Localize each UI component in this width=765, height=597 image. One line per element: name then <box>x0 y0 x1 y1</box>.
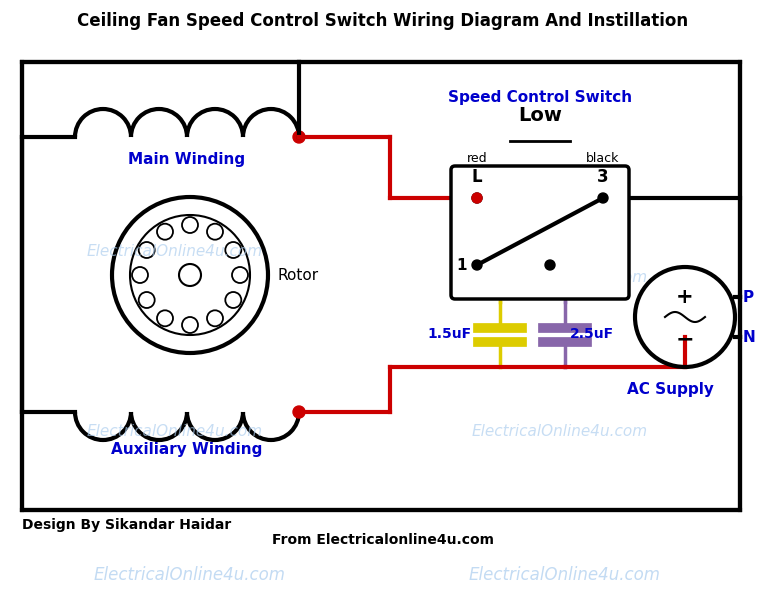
Text: black: black <box>586 152 620 165</box>
Text: L: L <box>472 168 482 186</box>
Text: Low: Low <box>518 106 562 125</box>
Text: ElectricalOnline4u.com: ElectricalOnline4u.com <box>87 245 263 260</box>
Text: +: + <box>676 287 694 307</box>
Text: P: P <box>743 290 754 304</box>
Text: ElectricalOnline4u.com: ElectricalOnline4u.com <box>472 269 648 285</box>
Bar <box>22 62 740 510</box>
Text: ElectricalOnline4u.com: ElectricalOnline4u.com <box>87 424 263 439</box>
Text: ElectricalOnline4u.com: ElectricalOnline4u.com <box>94 566 286 584</box>
Text: Ceiling Fan Speed Control Switch Wiring Diagram And Instillation: Ceiling Fan Speed Control Switch Wiring … <box>77 12 688 30</box>
Circle shape <box>293 406 305 418</box>
Text: −: − <box>675 329 695 349</box>
Circle shape <box>598 193 608 203</box>
Circle shape <box>545 260 555 270</box>
FancyBboxPatch shape <box>451 166 629 299</box>
Text: ElectricalOnline4u.com: ElectricalOnline4u.com <box>469 566 661 584</box>
Text: 3: 3 <box>597 168 609 186</box>
Text: 2.5uF: 2.5uF <box>570 328 614 341</box>
Circle shape <box>472 193 482 203</box>
Text: From Electricalonline4u.com: From Electricalonline4u.com <box>272 533 494 547</box>
Text: AC Supply: AC Supply <box>627 382 714 397</box>
Text: ElectricalOnline4u.com: ElectricalOnline4u.com <box>472 424 648 439</box>
Circle shape <box>472 193 482 203</box>
Text: N: N <box>743 330 756 344</box>
Text: 1.5uF: 1.5uF <box>428 328 472 341</box>
Text: Auxiliary Winding: Auxiliary Winding <box>112 442 262 457</box>
Text: red: red <box>467 152 487 165</box>
Text: Speed Control Switch: Speed Control Switch <box>448 90 632 105</box>
Circle shape <box>293 131 305 143</box>
Text: Rotor: Rotor <box>278 267 319 282</box>
Circle shape <box>472 260 482 270</box>
Text: Design By Sikandar Haidar: Design By Sikandar Haidar <box>22 518 231 532</box>
Text: 1: 1 <box>457 257 467 272</box>
Text: Main Winding: Main Winding <box>129 152 246 167</box>
